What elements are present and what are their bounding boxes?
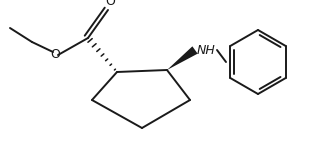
Text: O: O bbox=[50, 48, 60, 60]
Polygon shape bbox=[167, 46, 197, 70]
Text: NH: NH bbox=[197, 44, 216, 57]
Text: O: O bbox=[105, 0, 115, 8]
